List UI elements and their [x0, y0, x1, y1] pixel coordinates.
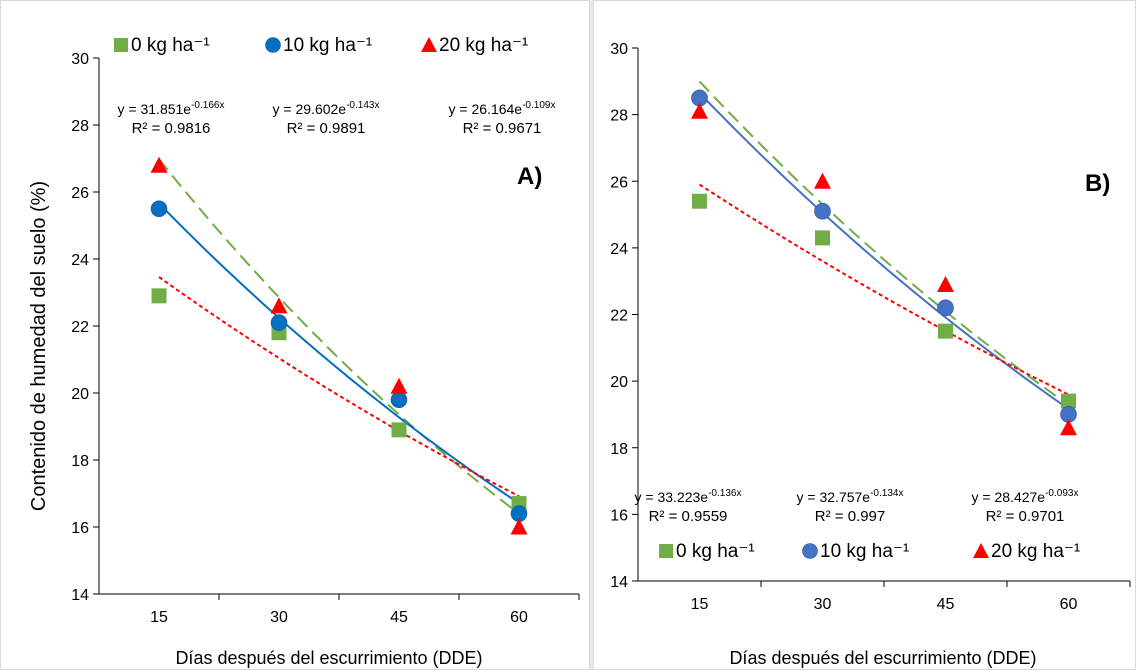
y-tick-label: 20 [610, 374, 628, 391]
legend-label-series-0: 0 kg ha⁻¹ [676, 541, 755, 562]
chart-panel-a: 14 16 18 20 22 24 26 28 30 15 30 45 60 Días después d… [0, 0, 590, 670]
y-tick-label: 24 [610, 241, 628, 258]
equation-exponent: -0.136x [708, 488, 741, 499]
y-tick-label: 14 [610, 574, 628, 591]
data-point-series-0 [692, 193, 707, 209]
y-tick-label: 28 [71, 118, 89, 135]
data-point-series-0 [815, 230, 830, 246]
trend-equation-series-2: y = 28.427e-0.093x [972, 488, 1079, 505]
data-point-series-0 [938, 323, 953, 339]
y-tick-label: 24 [71, 252, 89, 269]
data-point-series-0 [151, 288, 167, 304]
x-tick-label: 45 [937, 596, 955, 613]
legend-marker-series-0 [114, 38, 128, 52]
r-squared-series-1: R² = 0.9891 [287, 120, 366, 137]
equation-exponent: -0.143x [346, 100, 379, 111]
data-point-series-2 [150, 156, 168, 173]
trendline-series-2 [158, 276, 520, 498]
y-tick-label: 18 [71, 453, 89, 470]
equation-base: y = 29.602e [273, 101, 347, 117]
data-point-series-1 [937, 299, 954, 317]
equation-base: y = 26.164e [449, 101, 523, 117]
data-point-series-2 [270, 297, 288, 314]
legend-marker-series-2 [973, 543, 989, 558]
data-point-series-0 [391, 422, 407, 438]
y-tick-label: 14 [71, 587, 89, 604]
y-tick-label: 18 [610, 441, 628, 458]
legend-label-series-1: 10 kg ha⁻¹ [820, 541, 909, 562]
x-tick-label: 30 [814, 596, 832, 613]
equation-base: y = 33.223e [635, 489, 709, 505]
y-tick-label: 16 [610, 507, 628, 524]
x-tick-label: 45 [390, 609, 408, 626]
data-point-series-1 [390, 391, 408, 409]
equation-exponent: -0.134x [870, 488, 903, 499]
equation-exponent: -0.093x [1045, 488, 1078, 499]
panel-label: A) [517, 163, 542, 190]
trend-equation-series-0: y = 33.223e-0.136x [635, 488, 742, 505]
legend-label-series-0: 0 kg ha⁻¹ [131, 35, 210, 56]
legend-marker-series-1 [802, 543, 818, 559]
trendline-series-0 [698, 80, 1070, 406]
r-squared-series-0: R² = 0.9816 [132, 120, 211, 137]
data-point-series-1 [150, 200, 168, 218]
data-point-series-2 [1060, 419, 1077, 436]
r-squared-series-2: R² = 0.9701 [986, 508, 1065, 525]
r-squared-series-2: R² = 0.9671 [463, 120, 542, 137]
legend-label-series-1: 10 kg ha⁻¹ [283, 35, 372, 56]
legend-label-series-2: 20 kg ha⁻¹ [991, 541, 1080, 562]
x-tick-label: 15 [150, 609, 168, 626]
trendline-series-0 [158, 158, 520, 515]
equation-base: y = 28.427e [972, 489, 1046, 505]
trend-equation-series-2: y = 26.164e-0.109x [449, 100, 556, 117]
y-tick-label: 30 [71, 51, 89, 68]
panel-divider [590, 0, 593, 670]
trendline-series-2 [698, 183, 1069, 396]
equation-base: y = 32.757e [797, 489, 871, 505]
y-tick-label: 16 [71, 520, 89, 537]
chart-b-svg: 14 16 18 20 22 24 26 28 30 15 30 45 60 Días después d… [610, 41, 1131, 668]
data-point-series-2 [510, 518, 528, 535]
trendline-series-1 [158, 202, 520, 505]
x-tick-label: 30 [270, 609, 288, 626]
trend-equation-series-1: y = 29.602e-0.143x [273, 100, 380, 117]
y-tick-label: 22 [610, 308, 628, 325]
legend-label-series-2: 20 kg ha⁻¹ [439, 35, 528, 56]
y-tick-label: 20 [71, 386, 89, 403]
data-point-series-0 [1061, 393, 1076, 409]
y-tick-label: 26 [610, 174, 628, 191]
r-squared-series-0: R² = 0.9559 [649, 508, 728, 525]
trendline-series-1 [698, 92, 1070, 410]
chart-panel-b: 14 16 18 20 22 24 26 28 30 15 30 45 60 Días después d… [593, 0, 1136, 670]
x-tick-label: 60 [510, 609, 528, 626]
x-tick-label: 60 [1060, 596, 1078, 613]
x-axis-title: Días después del escurrimiento (DDE) [175, 648, 482, 668]
trend-equation-series-0: y = 31.851e-0.166x [118, 100, 225, 117]
panel-label: B) [1085, 170, 1110, 197]
data-point-series-2 [814, 172, 831, 189]
chart-a-svg: 14 16 18 20 22 24 26 28 30 15 30 45 60 Días después d… [28, 35, 580, 668]
y-axis-title: Contenido de humedad del suelo (%) [28, 181, 50, 511]
data-point-series-1 [270, 314, 288, 331]
data-point-series-2 [937, 276, 954, 293]
x-axis-title: Días después del escurrimiento (DDE) [729, 648, 1036, 668]
y-tick-label: 22 [71, 319, 89, 336]
legend-marker-series-2 [421, 37, 437, 52]
legend-marker-series-1 [265, 37, 281, 53]
data-point-series-2 [390, 377, 408, 394]
equation-exponent: -0.109x [522, 100, 555, 111]
x-tick-label: 15 [691, 596, 709, 613]
trend-equation-series-1: y = 32.757e-0.134x [797, 488, 904, 505]
y-tick-label: 26 [71, 185, 89, 202]
legend-marker-series-0 [659, 544, 673, 558]
data-point-series-2 [691, 102, 708, 119]
data-point-series-1 [814, 202, 831, 220]
r-squared-series-1: R² = 0.997 [815, 508, 885, 525]
y-tick-label: 28 [610, 108, 628, 125]
equation-exponent: -0.166x [191, 100, 224, 111]
y-tick-label: 30 [610, 41, 628, 58]
equation-base: y = 31.851e [118, 101, 192, 117]
